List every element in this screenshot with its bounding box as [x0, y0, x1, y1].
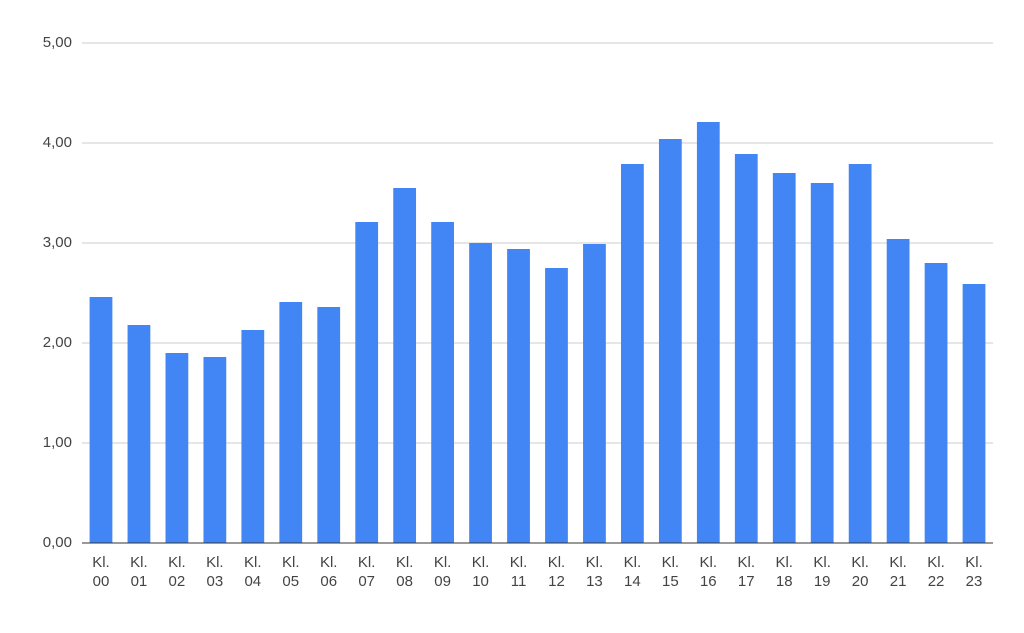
x-tick-label: Kl. 05	[282, 554, 300, 590]
x-tick-label: Kl. 03	[206, 554, 224, 590]
x-tick-label: Kl. 21	[889, 554, 907, 590]
bar	[317, 307, 341, 543]
bar	[507, 249, 530, 543]
bar	[355, 222, 379, 543]
bar	[621, 164, 644, 543]
bar	[127, 325, 151, 543]
bar	[810, 183, 834, 543]
x-tick-label: Kl. 17	[737, 554, 756, 590]
bar	[203, 357, 227, 543]
bar	[772, 173, 796, 543]
y-tick-label: 2,00	[43, 334, 72, 351]
x-tick-label: Kl. 15	[661, 554, 680, 590]
bar	[658, 139, 682, 543]
bar	[241, 330, 265, 543]
bar	[962, 284, 986, 543]
bar	[279, 302, 303, 543]
x-tick-label: Kl. 22	[927, 554, 945, 590]
y-tick-label: 0,00	[43, 534, 72, 551]
y-tick-label: 4,00	[43, 134, 72, 151]
x-tick-label: Kl. 18	[775, 554, 793, 590]
x-tick-label: Kl. 20	[851, 554, 869, 590]
x-tick-label: Kl. 11	[509, 554, 528, 590]
bar	[469, 243, 492, 543]
x-tick-label: Kl. 09	[433, 554, 452, 590]
x-tick-label: Kl. 23	[965, 554, 983, 590]
bar	[734, 154, 758, 543]
bar	[545, 268, 568, 543]
x-tick-label: Kl. 19	[813, 554, 831, 590]
bar	[848, 164, 872, 543]
bar	[583, 244, 606, 543]
x-tick-label: Kl. 01	[130, 554, 148, 590]
x-tick-label: Kl. 07	[357, 554, 376, 590]
bar	[431, 222, 454, 543]
y-tick-label: 3,00	[43, 234, 72, 251]
bar	[924, 263, 948, 543]
x-tick-label: Kl. 06	[319, 554, 338, 590]
x-tick-label: Kl. 08	[395, 554, 414, 590]
x-tick-label: Kl. 00	[92, 554, 110, 590]
bar	[886, 239, 910, 543]
x-tick-label: Kl. 04	[244, 554, 262, 590]
x-tick-label: Kl. 14	[623, 554, 642, 590]
y-tick-label: 1,00	[43, 434, 72, 451]
x-tick-label: Kl. 02	[168, 554, 186, 590]
bar	[393, 188, 417, 543]
bar	[696, 122, 720, 543]
x-tick-label: Kl. 16	[699, 554, 718, 590]
bar	[165, 353, 189, 543]
bar	[89, 297, 113, 543]
x-tick-label: Kl. 13	[585, 554, 604, 590]
y-tick-label: 5,00	[43, 34, 72, 51]
x-tick-label: Kl. 12	[547, 554, 566, 590]
x-tick-label: Kl. 10	[471, 554, 490, 590]
